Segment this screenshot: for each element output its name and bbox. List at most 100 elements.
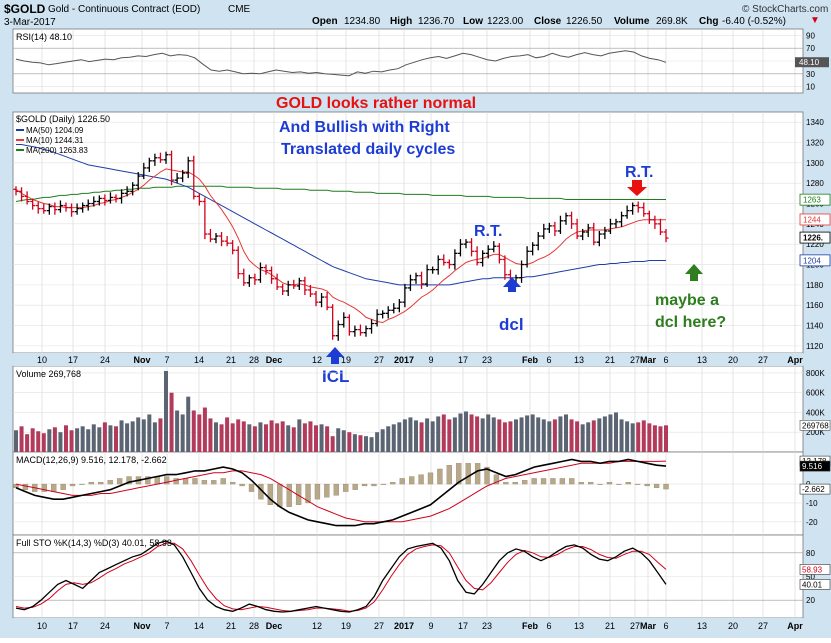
macd-histogram-bar	[409, 476, 415, 485]
price-bar	[585, 223, 591, 238]
volume-bar	[108, 425, 113, 452]
volume-bar	[630, 423, 635, 452]
volume-bar	[636, 422, 641, 452]
price-bar	[302, 276, 308, 296]
x-tick-label-top: 13	[574, 355, 584, 365]
volume-bar	[14, 430, 18, 452]
price-bar	[180, 169, 186, 183]
volume-bar	[430, 421, 435, 452]
volume-bar	[297, 419, 302, 452]
price-bar	[463, 239, 469, 249]
x-tick-label-bottom: 28	[249, 621, 259, 631]
macd-histogram-bar	[559, 478, 566, 485]
annotation-line3: Translated daily cycles	[281, 141, 455, 158]
x-tick-label-bottom: 23	[482, 621, 492, 631]
volume-bar	[75, 428, 80, 452]
volume-bar	[136, 417, 141, 452]
volume-bar	[558, 416, 563, 452]
x-tick-label-bottom: 17	[458, 621, 468, 631]
macd-histogram-bar	[126, 476, 132, 485]
volume-bar	[36, 431, 41, 452]
price-y-tick: 1280	[806, 179, 824, 188]
price-bar	[469, 238, 475, 257]
macd-histogram-bar	[211, 480, 217, 485]
sto-legend: Full STO %K(14,3) %D(3) 40.01, 58.93	[16, 538, 172, 548]
volume-label: Volume	[614, 16, 650, 27]
price-bar	[613, 218, 619, 228]
volume-bar	[47, 429, 52, 452]
macd-histogram-bar	[164, 476, 170, 485]
price-bar	[641, 202, 647, 217]
volume-bar	[308, 421, 313, 452]
x-tick-label-top: Apr	[787, 355, 803, 365]
price-y-tick: 1320	[806, 139, 824, 148]
x-tick-label-top: 13	[697, 355, 707, 365]
x-axis-strip-bottom	[13, 618, 803, 632]
price-bar	[85, 199, 91, 211]
volume-bar	[41, 433, 46, 452]
macd-histogram-bar	[333, 483, 339, 496]
price-bar	[96, 195, 102, 206]
volume-bar	[547, 421, 552, 452]
price-bar	[424, 264, 430, 287]
x-tick-label-top: 23	[482, 355, 492, 365]
volume-bar	[508, 421, 513, 452]
volume-bar	[586, 422, 591, 452]
x-tick-label-bottom: 27	[630, 621, 640, 631]
volume-bar	[397, 422, 402, 452]
price-bar	[474, 246, 480, 266]
macd-histogram-bar	[248, 483, 255, 492]
volume-bar	[541, 419, 546, 452]
volume-bar	[408, 417, 413, 452]
volume-legend: Volume 269,768	[16, 369, 81, 379]
price-bar	[107, 192, 113, 204]
volume-bar	[447, 419, 452, 452]
close-label: Close	[534, 16, 562, 27]
macd-histogram-bar	[635, 483, 641, 485]
sto-last-value-tag	[799, 579, 831, 590]
volume-bar	[402, 419, 407, 452]
macd-histogram-bar	[418, 474, 424, 485]
price-bar	[346, 314, 352, 336]
rsi-y-tick: 10	[806, 83, 815, 92]
price-bar	[246, 274, 252, 287]
macd-last-value: 9.516	[802, 462, 823, 471]
x-tick-label-top: 27	[630, 355, 640, 365]
price-bar	[519, 260, 525, 283]
x-tick-label-bottom: 14	[194, 621, 204, 631]
volume-bar	[619, 419, 624, 452]
price-bar	[374, 309, 380, 327]
price-bar	[624, 205, 630, 219]
volume-bar	[519, 417, 524, 452]
volume-bar	[64, 425, 68, 452]
price-bar	[13, 186, 19, 196]
x-tick-label-top: 21	[226, 355, 236, 365]
x-tick-label-top: 27	[758, 355, 768, 365]
macd-last-value-tag	[799, 460, 831, 472]
price-bar	[580, 228, 586, 241]
volume-bar	[319, 424, 324, 452]
price-bar	[135, 171, 141, 191]
macd-legend: MACD(12,26,9) 9.516, 12.178, -2.662	[16, 455, 167, 465]
macd-histogram-bar	[484, 466, 490, 485]
rsi-legend: RSI(14) 48.10	[16, 32, 72, 42]
price-bar	[307, 284, 313, 298]
volume-bar	[536, 417, 541, 452]
x-tick-label-bottom: 21	[605, 621, 615, 631]
x-tick-label-top: 10	[37, 355, 47, 365]
sto-last-value: 40.01	[802, 580, 823, 589]
rsi-last-value-tag	[795, 57, 829, 68]
macd-histogram-bar	[550, 478, 556, 485]
macd-histogram-bar	[220, 478, 226, 485]
volume-bar	[597, 418, 602, 452]
macd-histogram-bar	[230, 482, 236, 485]
green-up-arrow-icon	[685, 264, 703, 281]
price-bar	[330, 304, 336, 340]
rsi-line	[15, 50, 667, 77]
x-tick-label-top: 21	[605, 355, 615, 365]
price-bar	[619, 211, 625, 227]
x-tick-label-top: 9	[428, 355, 433, 365]
volume-bar	[486, 414, 491, 452]
macd-histogram-bar	[427, 472, 434, 485]
